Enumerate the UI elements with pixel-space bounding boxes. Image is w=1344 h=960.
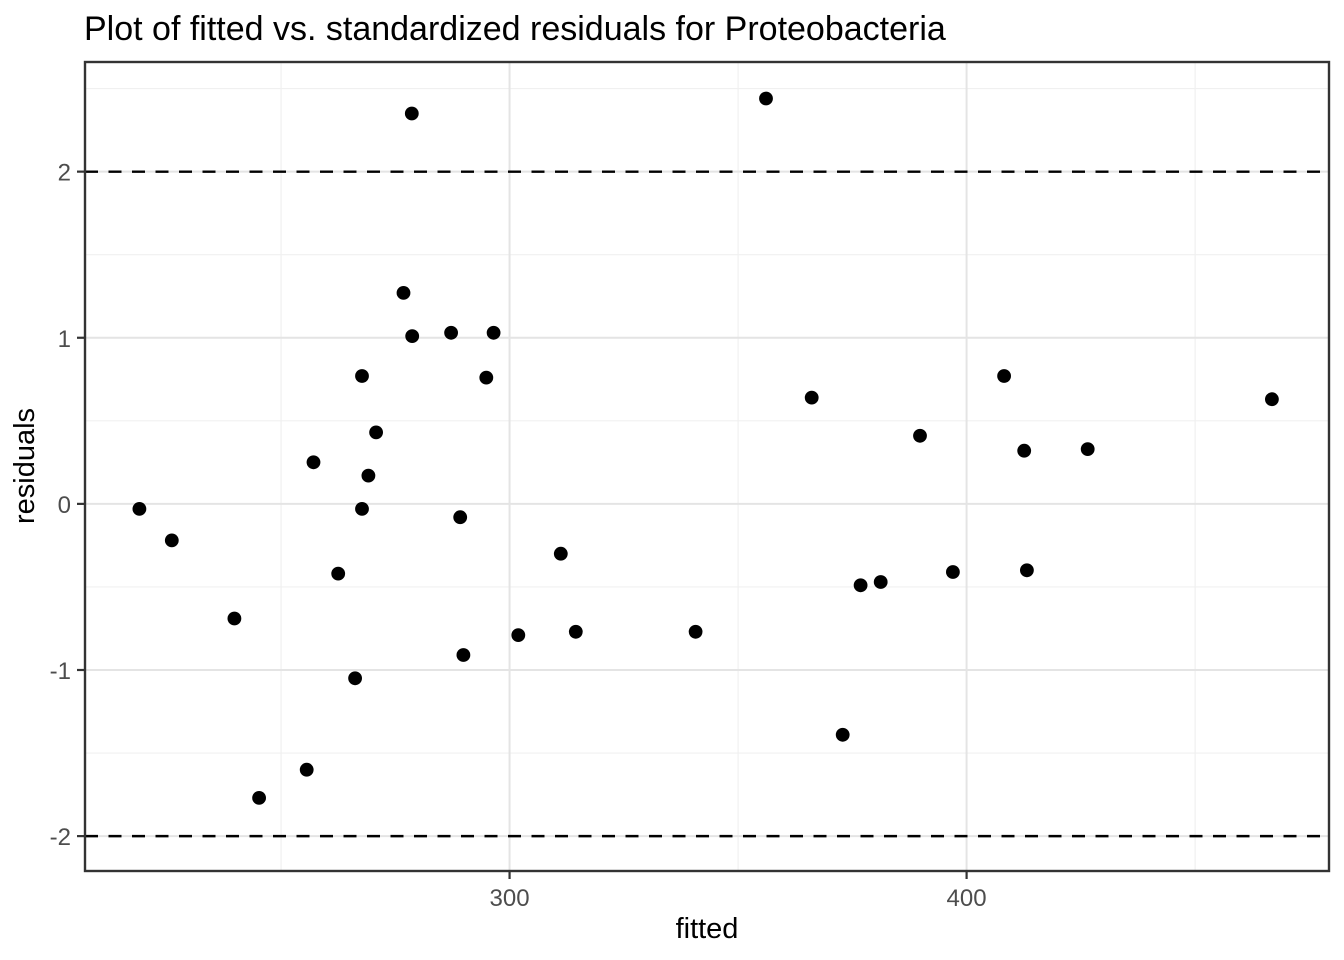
y-tick-label: 1: [58, 326, 71, 353]
data-point: [306, 455, 321, 470]
y-tick-label: -2: [50, 824, 71, 851]
data-point: [164, 533, 179, 548]
x-tick-label: 400: [947, 885, 987, 912]
data-point: [479, 370, 494, 385]
data-point: [553, 546, 568, 561]
data-point: [355, 369, 369, 383]
data-point: [1020, 563, 1034, 578]
data-point: [568, 624, 583, 639]
y-axis-label: residuals: [9, 408, 41, 524]
data-point: [405, 329, 420, 343]
data-point: [252, 791, 266, 805]
data-point: [1017, 443, 1032, 458]
data-point: [331, 566, 346, 581]
data-point: [361, 468, 376, 483]
data-point: [853, 578, 868, 593]
data-point: [759, 91, 773, 106]
x-tick-labels: 300 400: [490, 885, 987, 912]
y-tick-labels: 2 1 0 -1 -2: [50, 160, 71, 851]
reference-lines: [85, 170, 1329, 838]
x-axis-label: fitted: [676, 913, 739, 945]
gridlines-minor: [85, 62, 1329, 871]
data-point: [804, 390, 819, 405]
data-points: [132, 91, 1279, 805]
data-point: [946, 565, 960, 579]
x-tick-label: 300: [490, 885, 530, 912]
data-point: [688, 624, 703, 639]
y-tick-label: 2: [58, 160, 71, 187]
data-point: [132, 502, 147, 516]
data-point: [299, 762, 314, 777]
data-point: [444, 325, 458, 340]
data-point: [835, 727, 850, 742]
data-point: [227, 611, 242, 626]
data-point: [511, 628, 526, 642]
data-point: [453, 510, 468, 525]
data-point: [348, 671, 362, 686]
data-point: [404, 106, 419, 121]
data-point: [486, 325, 501, 340]
panel-background: [85, 62, 1329, 871]
axis-ticks: [77, 170, 968, 879]
y-tick-label: -1: [50, 658, 71, 685]
plot-title: Plot of fitted vs. standardized residual…: [84, 10, 946, 48]
data-point: [873, 575, 888, 589]
data-point: [456, 648, 471, 662]
data-point: [913, 428, 927, 443]
data-point: [997, 369, 1011, 383]
data-point: [355, 502, 369, 516]
data-point: [1265, 392, 1279, 407]
data-point: [396, 286, 411, 300]
y-tick-label: 0: [58, 492, 71, 519]
data-point: [1080, 442, 1095, 456]
data-point: [369, 425, 383, 440]
panel-border: [83, 60, 1331, 873]
